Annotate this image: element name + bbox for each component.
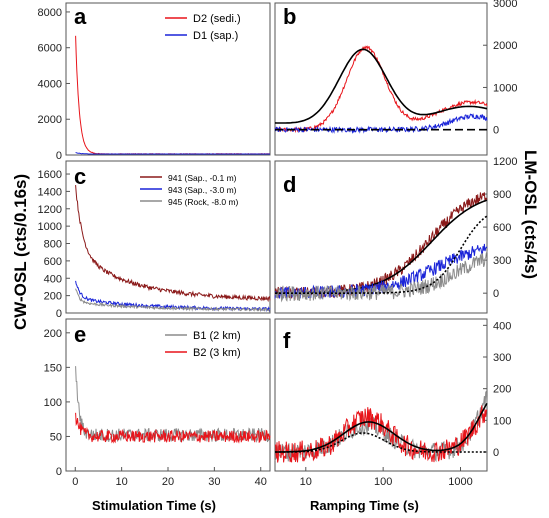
cw-ylabel: CW-OSL (cts/0.16s) (11, 174, 30, 330)
panel-b: 0 1000 2000 3000 (274, 0, 517, 156)
series-c-0 (75, 185, 271, 303)
panel-e-label: e (74, 322, 86, 347)
ytick-label: 1000 (38, 221, 62, 233)
xtick-label: 0 (72, 476, 78, 488)
ytick-label: 1000 (493, 82, 517, 94)
ytick-label: 0 (493, 125, 499, 137)
panel-c-frame (65, 160, 271, 314)
ytick-label: 0 (56, 308, 62, 320)
series-a-0 (75, 35, 270, 155)
panel-f: 0 100 200 300 400 10 100 1000 (274, 318, 511, 488)
lm-xlabel: Ramping Time (s) (310, 498, 419, 513)
ytick-label: 300 (493, 255, 511, 267)
ytick-label: 1200 (493, 156, 517, 168)
xtick-label: 100 (374, 476, 392, 488)
panel-b-label: b (283, 4, 296, 29)
series-e-0 (75, 366, 271, 444)
ytick-label: 0 (493, 288, 499, 300)
panel-d-frame (274, 160, 488, 314)
xtick-label: 40 (255, 476, 267, 488)
series-b-2 (274, 113, 488, 135)
series-d-3 (274, 251, 488, 303)
ytick-label: 200 (493, 384, 511, 396)
ytick-label: 8000 (38, 7, 62, 19)
panel-d: 0 300 600 900 1200 (274, 156, 517, 314)
legend-entry: D1 (sap.) (193, 30, 238, 42)
ytick-label: 100 (493, 415, 511, 427)
panel-f-label: f (283, 328, 291, 353)
panel-d-label: d (283, 172, 296, 197)
ytick-label: 4000 (38, 78, 62, 90)
ytick-label: 1200 (38, 204, 62, 216)
ytick-label: 1400 (38, 186, 62, 198)
ytick-label: 1600 (38, 169, 62, 181)
lm-ylabel: LM-OSL (cts/4s) (521, 150, 540, 279)
panel-f-frame (274, 318, 488, 472)
ytick-label: 300 (493, 352, 511, 364)
ytick-label: 400 (493, 320, 511, 332)
ytick-label: 900 (493, 189, 511, 201)
ytick-label: 0 (56, 466, 62, 478)
ytick-label: 2000 (493, 40, 517, 52)
xtick-label: 30 (208, 476, 220, 488)
ytick-label: 400 (44, 273, 62, 285)
series-e-1 (75, 412, 271, 444)
ytick-label: 200 (44, 291, 62, 303)
xtick-label: 10 (300, 476, 312, 488)
series-a-1 (75, 152, 270, 155)
ytick-label: 0 (493, 447, 499, 459)
series-f-2 (275, 402, 488, 453)
ytick-label: 600 (44, 256, 62, 268)
series-f-1 (274, 405, 488, 463)
legend-entry: 941 (Sap., -0.1 m) (168, 173, 237, 183)
ytick-label: 150 (44, 362, 62, 374)
panel-a-frame (65, 2, 271, 156)
panel-a-label: a (74, 4, 87, 29)
ytick-label: 0 (56, 150, 62, 162)
ytick-label: 800 (44, 239, 62, 251)
ytick-label: 50 (50, 431, 62, 443)
panel-c-label: c (74, 164, 86, 189)
xtick-label: 1000 (448, 476, 472, 488)
legend-entry: D2 (sedi.) (193, 13, 241, 25)
panel-e: 0 50 100 150 200 0 10 20 30 40 B1 (2 km) B2 (3 km) (44, 318, 271, 488)
xtick-label: 20 (162, 476, 174, 488)
series-b-1 (274, 48, 488, 124)
ytick-label: 2000 (38, 114, 62, 126)
series-c-2 (75, 288, 271, 313)
panel-a: 0 2000 4000 6000 8000 D2 (sedi.) D1 (sap.) (38, 2, 271, 162)
legend-entry: B1 (2 km) (193, 330, 241, 342)
ytick-label: 600 (493, 222, 511, 234)
ytick-label: 100 (44, 397, 62, 409)
xtick-label: 10 (116, 476, 128, 488)
ytick-label: 3000 (493, 0, 517, 10)
panel-c: 0 200 400 600 800 1000 1200 1400 1600 941 (Sap., … (38, 160, 271, 320)
ytick-label: 200 (44, 328, 62, 340)
cw-xlabel: Stimulation Time (s) (92, 498, 216, 513)
legend-entry: B2 (3 km) (193, 347, 241, 359)
ytick-label: 6000 (38, 43, 62, 55)
series-d-0 (274, 192, 488, 301)
legend-entry: 945 (Rock, -8.0 m) (168, 197, 239, 207)
panel-b-frame (274, 2, 488, 156)
legend-entry: 943 (Sap., -3.0 m) (168, 185, 237, 195)
